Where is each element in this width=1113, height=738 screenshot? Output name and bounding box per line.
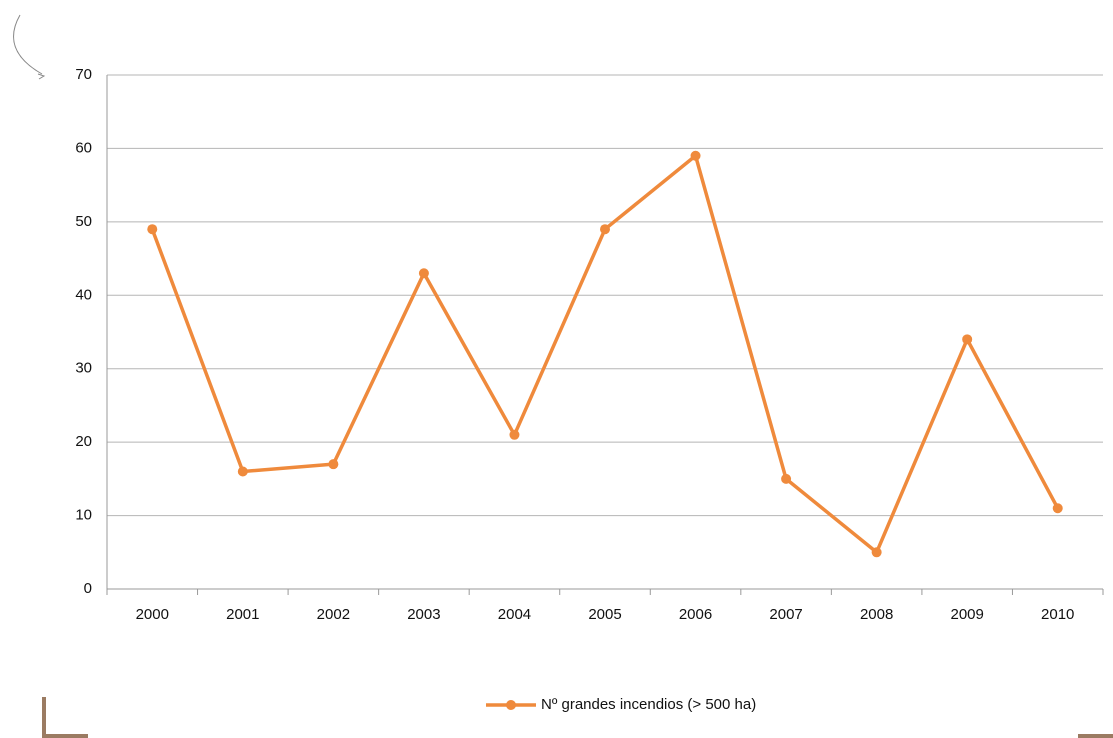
x-tick-label: 2000	[136, 606, 169, 623]
legend-label: Nº grandes incendios (> 500 ha)	[541, 696, 756, 713]
x-tick-label: 2003	[407, 606, 440, 623]
data-point	[1052, 503, 1063, 514]
data-point	[418, 268, 429, 279]
data-point	[690, 150, 701, 161]
x-tick-label: 2009	[950, 606, 983, 623]
y-tick-label: 0	[84, 580, 92, 597]
decor-arrow	[13, 14, 43, 75]
y-tick-label: 10	[75, 507, 92, 524]
y-tick-label: 50	[75, 213, 92, 230]
y-tick-label: 70	[75, 66, 92, 83]
y-tick-label: 30	[75, 360, 92, 377]
y-tick-label: 20	[75, 433, 92, 450]
data-point	[147, 224, 158, 235]
data-point	[962, 334, 973, 345]
data-point	[328, 459, 339, 470]
data-point	[600, 224, 610, 235]
data-point	[871, 547, 882, 558]
data-point	[781, 473, 792, 484]
y-tick-label: 40	[75, 286, 92, 303]
x-tick-label: 2007	[769, 606, 802, 623]
x-tick-label: 2001	[226, 606, 259, 623]
y-tick-label: 60	[75, 139, 92, 156]
x-tick-label: 2002	[317, 606, 350, 623]
x-tick-label: 2006	[679, 606, 712, 623]
x-tick-label: 2004	[498, 606, 531, 623]
x-tick-label: 2008	[860, 606, 893, 623]
decor-arrow-head	[37, 73, 46, 80]
legend-marker	[506, 700, 516, 710]
data-point	[509, 429, 520, 440]
data-point	[237, 466, 248, 477]
series-line	[150, 154, 1060, 555]
decor-bracket	[42, 697, 88, 738]
x-tick-label: 2005	[588, 606, 621, 623]
x-tick-label: 2010	[1041, 606, 1074, 623]
